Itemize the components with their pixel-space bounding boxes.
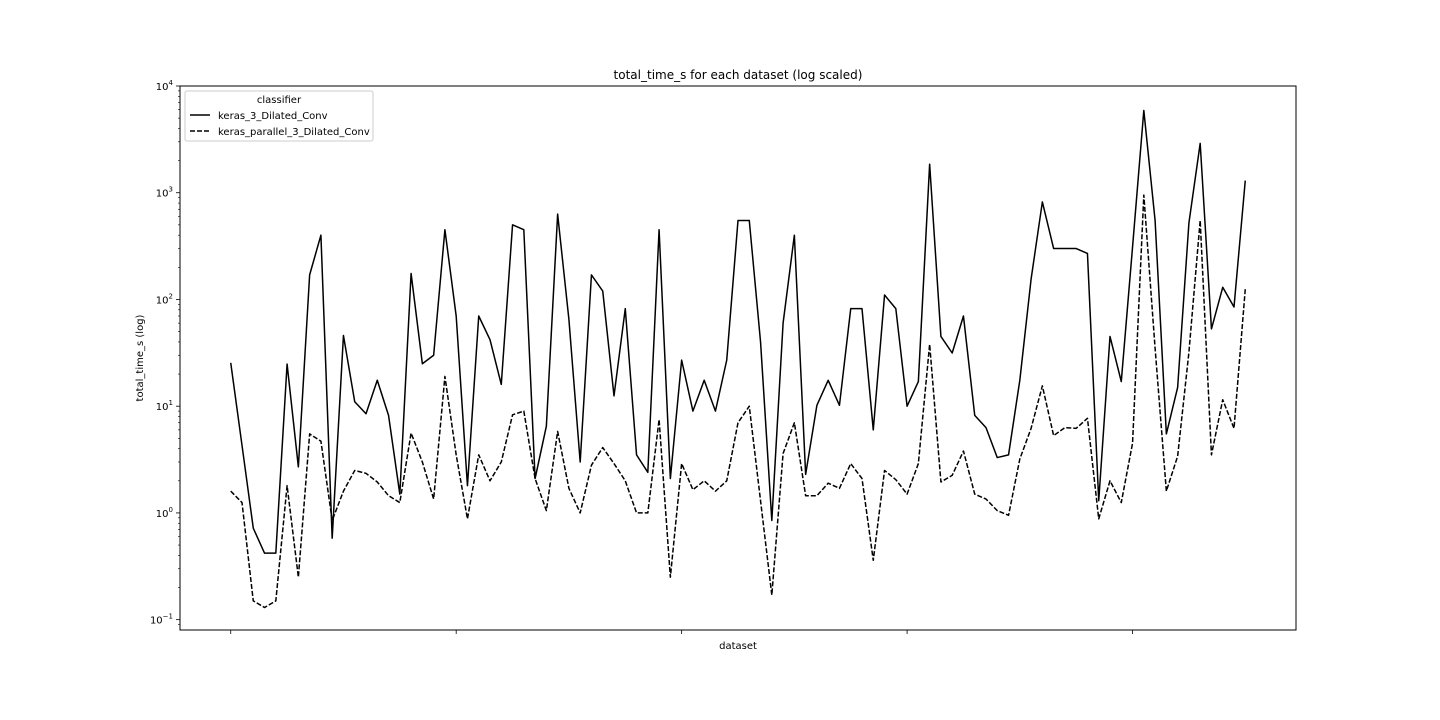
y-tick-label: 104	[156, 79, 174, 93]
plot-frame	[179, 85, 1297, 631]
y-tick-label: 102	[156, 292, 173, 306]
x-axis-ticks	[230, 630, 1133, 634]
chart-title: total_time_s for each dataset (log scale…	[614, 68, 863, 82]
y-tick-label: 101	[156, 399, 173, 413]
legend-label-keras-3-dilated-conv: keras_3_Dilated_Conv	[218, 111, 328, 122]
y-tick-label: 10−1	[150, 613, 173, 627]
x-axis-label: dataset	[719, 641, 757, 652]
legend-label-keras-parallel-3-dilated-conv: keras_parallel_3_Dilated_Conv	[218, 127, 370, 138]
y-tick-label: 100	[156, 506, 173, 520]
y-axis-label: total_time_s (log)	[135, 314, 146, 401]
series-line-keras-parallel-3-dilated-conv	[230, 194, 1247, 609]
y-axis-ticks: 10−1 100 101 102 103 104	[150, 79, 180, 627]
series-line-keras-3-dilated-conv	[229, 109, 1247, 554]
legend-box	[184, 90, 374, 142]
series-layer	[229, 109, 1247, 609]
legend-title: classifier	[257, 95, 302, 106]
legend: classifier keras_3_Dilated_Conv keras_pa…	[184, 90, 374, 142]
y-tick-label: 103	[156, 186, 173, 200]
